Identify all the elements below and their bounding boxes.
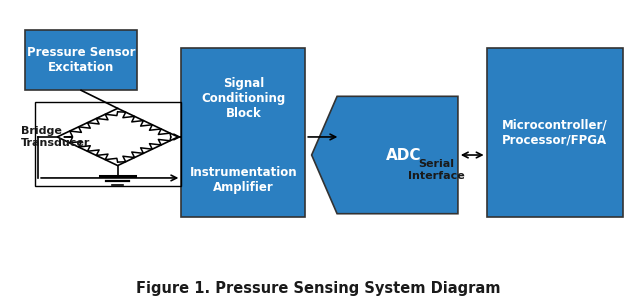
Text: ADC: ADC [386, 147, 422, 163]
Text: Bridge
Transducer: Bridge Transducer [21, 126, 90, 148]
Text: Figure 1. Pressure Sensing System Diagram: Figure 1. Pressure Sensing System Diagra… [135, 281, 501, 296]
FancyBboxPatch shape [487, 48, 623, 217]
Text: Microcontroller/
Processor/FPGA: Microcontroller/ Processor/FPGA [502, 118, 608, 147]
Text: Serial
Interface: Serial Interface [408, 159, 465, 181]
Text: Pressure Sensor
Excitation: Pressure Sensor Excitation [27, 46, 135, 74]
FancyBboxPatch shape [25, 30, 137, 90]
Text: Signal
Conditioning
Block: Signal Conditioning Block [201, 77, 286, 120]
Polygon shape [57, 108, 178, 166]
Polygon shape [312, 96, 458, 214]
FancyBboxPatch shape [181, 48, 305, 217]
Text: Instrumentation
Amplifier: Instrumentation Amplifier [190, 166, 297, 194]
